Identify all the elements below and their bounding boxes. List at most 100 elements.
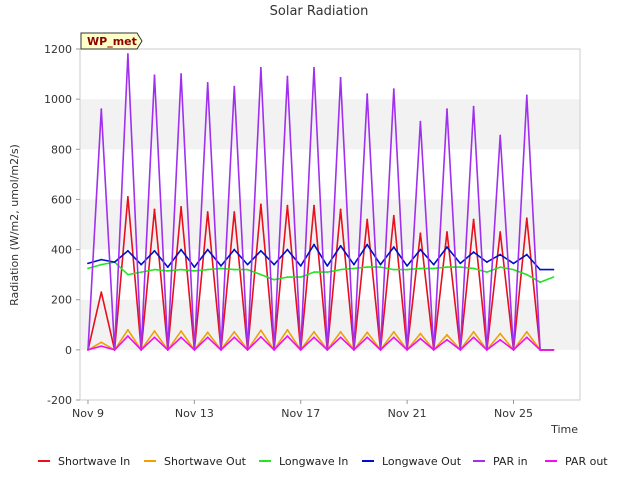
data-point [499, 332, 502, 335]
badge-shape [80, 32, 143, 50]
plot-area-frame [79, 48, 581, 401]
data-point [512, 348, 515, 351]
data-point [446, 231, 448, 233]
y-axis-label: Radiation (W/m2, umol/m2/s) [8, 144, 21, 306]
series-line-longwave-in [87, 261, 554, 284]
data-point [326, 264, 329, 267]
data-point [126, 328, 129, 331]
data-point [499, 338, 502, 341]
data-point [512, 262, 515, 265]
data-point [206, 248, 209, 251]
data-point [166, 266, 169, 269]
data-point [525, 94, 528, 97]
data-point [180, 206, 182, 208]
data-point [180, 268, 182, 271]
data-point [512, 268, 515, 271]
data-point [206, 336, 209, 339]
legend-label: Shortwave Out [164, 455, 247, 468]
y-axis-ticks: -200 0 200 400 600 800 1000 1200 [44, 43, 80, 407]
data-point [499, 253, 502, 256]
data-point [353, 263, 355, 266]
data-point [286, 75, 289, 78]
y-tick-label: 400 [51, 244, 72, 257]
data-point [193, 269, 196, 272]
data-point [100, 341, 103, 344]
series-lines [87, 53, 555, 351]
data-point [140, 271, 143, 274]
data-point [379, 348, 382, 351]
data-point [525, 336, 528, 339]
data-point [286, 248, 289, 251]
data-point [206, 331, 209, 334]
data-point [552, 348, 555, 351]
data-point [446, 246, 448, 248]
data-point [180, 248, 182, 251]
data-point [220, 267, 222, 270]
data-point [126, 53, 129, 55]
data-point [419, 232, 422, 235]
data-point [126, 196, 129, 198]
data-point [539, 348, 542, 351]
data-point [87, 262, 89, 265]
data-point [419, 332, 422, 335]
data-point [286, 204, 289, 207]
data-point [113, 348, 116, 351]
data-point [100, 108, 103, 111]
data-point [180, 73, 182, 75]
data-point [126, 335, 129, 337]
data-point [392, 214, 395, 217]
data-point [313, 243, 315, 246]
data-point [206, 268, 209, 271]
data-point [313, 204, 315, 207]
data-point [459, 262, 462, 265]
data-point [499, 231, 502, 233]
data-point [233, 336, 236, 339]
data-point [113, 261, 116, 264]
data-point [140, 348, 143, 351]
y-tick-label: -200 [47, 394, 72, 407]
data-point [486, 271, 488, 274]
data-point [286, 335, 289, 337]
data-point [379, 266, 382, 269]
y-tick-label: 200 [51, 294, 72, 307]
legend-label: Longwave In [279, 455, 348, 468]
data-point [180, 336, 182, 339]
chart-title: Solar Radiation [270, 4, 369, 19]
x-tick-label: Nov 17 [281, 407, 320, 420]
data-point [100, 345, 103, 347]
data-point [153, 208, 156, 211]
data-point [259, 66, 262, 69]
data-point [286, 328, 289, 331]
y-tick-label: 1200 [44, 43, 72, 56]
data-point [446, 266, 448, 269]
series-line-shortwave-in [87, 196, 554, 351]
data-point [472, 218, 475, 221]
data-point [233, 268, 236, 271]
data-point [472, 336, 475, 339]
data-point [259, 203, 262, 206]
data-point [446, 338, 448, 341]
data-point [100, 291, 103, 294]
data-point [313, 271, 315, 274]
data-point [392, 88, 395, 91]
legend: Shortwave In Shortwave Out Longwave In Long… [38, 455, 608, 468]
data-point [153, 268, 156, 271]
data-point [366, 336, 369, 339]
data-point [339, 336, 342, 339]
badge-label: WP_met [87, 35, 137, 48]
x-tick-label: Nov 21 [388, 407, 427, 420]
data-point [273, 278, 276, 281]
data-point [153, 336, 156, 339]
data-point [472, 251, 475, 253]
data-point [140, 263, 143, 266]
data-point [166, 269, 169, 272]
data-point [486, 348, 488, 351]
data-point [259, 249, 262, 252]
station-badge: WP_met [80, 32, 143, 50]
data-point [499, 266, 502, 269]
data-point [392, 330, 395, 333]
data-point [166, 348, 169, 351]
data-point [233, 248, 236, 251]
data-point [446, 108, 448, 111]
x-tick-label: Nov 25 [494, 407, 533, 420]
